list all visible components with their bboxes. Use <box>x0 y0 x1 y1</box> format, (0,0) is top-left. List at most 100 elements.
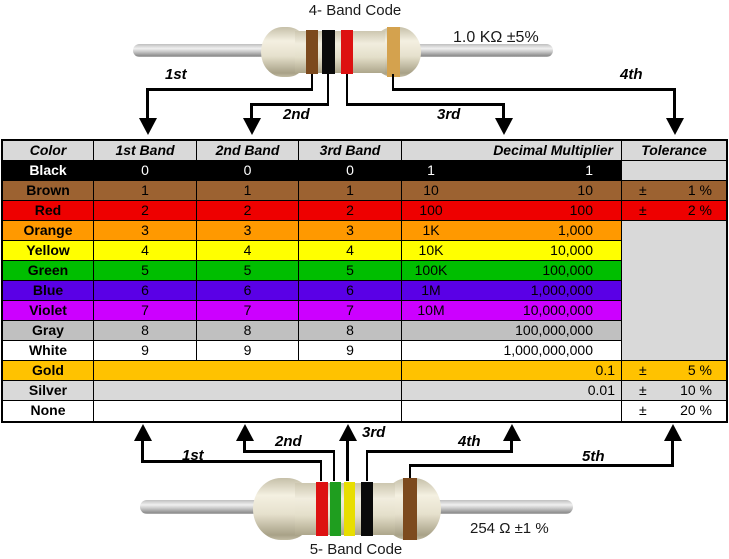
arrow-segment <box>409 464 674 467</box>
multiplier-shorthand: 10M <box>417 302 445 318</box>
arrow-label-1st: 1st <box>182 447 204 464</box>
multiplier-value: 10,000,000 <box>522 302 593 318</box>
arrow-segment <box>333 450 335 481</box>
tolerance-value: 10 % <box>680 382 712 398</box>
arrow-segment <box>502 103 505 121</box>
band1-digit: 3 <box>94 221 197 241</box>
multiplier-cell: 0.1 <box>402 361 622 381</box>
tolerance-cell: ± 20 % <box>622 401 726 421</box>
color-name: Black <box>3 161 94 181</box>
arrow-segment <box>146 88 313 91</box>
table-row-black: Black 0 0 0 1 1 <box>3 161 726 181</box>
tolerance-cell: ± 2 % <box>622 201 726 221</box>
color-name: Brown <box>3 181 94 201</box>
arrow-segment <box>392 88 676 91</box>
multiplier-shorthand: 1K <box>422 222 440 238</box>
multiplier-cell: 10K 10,000 <box>402 241 622 261</box>
multiplier-value: 100 <box>569 202 593 218</box>
multiplier-cell: 100 100 <box>402 201 622 221</box>
band2-digit: 1 <box>197 181 299 201</box>
band1-digit: 9 <box>94 341 197 361</box>
color-name: Gold <box>3 361 94 381</box>
band2-digit: 0 <box>197 161 299 181</box>
arrow-segment <box>320 460 322 481</box>
band-green <box>330 482 341 536</box>
multiplier-shorthand <box>402 321 460 340</box>
multiplier-value: 1 <box>585 162 593 178</box>
color-name: Red <box>3 201 94 221</box>
tolerance-cell: ± 1 % <box>622 181 726 201</box>
arrow-segment <box>141 439 144 463</box>
band-brown <box>306 30 318 74</box>
band-black <box>361 482 373 536</box>
table-row-silver: Silver 0.01 ± 10 % <box>3 381 726 401</box>
table-row-blue: Blue 6 6 6 1M 1,000,000 <box>3 281 726 301</box>
band-red <box>341 30 353 74</box>
multiplier-shorthand: 1 <box>427 162 435 178</box>
band1-digit: 0 <box>94 161 197 181</box>
color-name: Orange <box>3 221 94 241</box>
band2-digit: 9 <box>197 341 299 361</box>
table-row-yellow: Yellow 4 4 4 10K 10,000 <box>3 241 726 261</box>
tolerance-cell-merged <box>622 261 726 281</box>
band3-digit: 2 <box>299 201 402 221</box>
arrow-segment <box>141 460 322 463</box>
band3-digit: 7 <box>299 301 402 321</box>
band1-digit: 5 <box>94 261 197 281</box>
tolerance-value: 2 % <box>687 202 712 218</box>
header-1st-band: 1st Band <box>94 141 197 161</box>
tolerance-cell: ± 10 % <box>622 381 726 401</box>
tolerance-cell-merged <box>622 241 726 261</box>
tolerance-value: 20 % <box>680 402 712 418</box>
table-row-green: Green 5 5 5 100K 100,000 <box>3 261 726 281</box>
arrow-segment <box>671 439 674 467</box>
tolerance-cell-merged <box>622 281 726 301</box>
arrow-segment <box>146 88 149 121</box>
multiplier-value: 1,000,000 <box>530 282 593 298</box>
table-row-white: White 9 9 9 1,000,000,000 <box>3 341 726 361</box>
multiplier-cell <box>402 401 622 421</box>
arrow-segment <box>673 88 676 121</box>
four-band-value-label: 1.0 KΩ ±5% <box>453 29 539 46</box>
band3-digit: 0 <box>299 161 402 181</box>
down-arrowhead-icon <box>495 118 513 135</box>
table-header-row: Color 1st Band 2nd Band 3rd Band Decimal… <box>3 141 726 161</box>
band1-digit: 7 <box>94 301 197 321</box>
multiplier-value: 1,000 <box>557 222 593 238</box>
band1-digit: 4 <box>94 241 197 261</box>
multiplier-shorthand: 1M <box>421 282 441 298</box>
band3-digit: 3 <box>299 221 402 241</box>
band-digits-empty-span <box>94 381 402 401</box>
multiplier-cell: 10 10 <box>402 181 622 201</box>
band1-digit: 6 <box>94 281 197 301</box>
plus-minus-sign: ± <box>639 402 647 418</box>
band1-digit: 8 <box>94 321 197 341</box>
multiplier-value: 100,000 <box>542 262 593 278</box>
arrow-segment <box>243 450 335 453</box>
arrow-label-4th: 4th <box>458 433 481 450</box>
color-name: Blue <box>3 281 94 301</box>
up-arrowhead-icon <box>236 424 254 441</box>
arrow-label-4th: 4th <box>620 66 643 83</box>
arrow-segment <box>409 464 411 481</box>
color-name: Silver <box>3 381 94 401</box>
arrow-segment <box>392 74 394 91</box>
table-row-none: None ± 20 % <box>3 401 726 421</box>
arrow-label-5th: 5th <box>582 448 605 465</box>
arrow-segment <box>327 74 329 106</box>
multiplier-cell: 1M 1,000,000 <box>402 281 622 301</box>
multiplier-shorthand: 10 <box>423 182 439 198</box>
band-black <box>322 30 335 74</box>
down-arrowhead-icon <box>666 118 684 135</box>
band-digits-empty-span <box>94 361 402 381</box>
band2-digit: 7 <box>197 301 299 321</box>
plus-minus-sign: ± <box>639 202 647 218</box>
arrow-segment <box>346 74 348 106</box>
tolerance-value: 5 % <box>687 362 712 378</box>
table-row-gold: Gold 0.1 ± 5 % <box>3 361 726 381</box>
plus-minus-sign: ± <box>639 362 647 378</box>
tolerance-cell-merged <box>622 321 726 341</box>
band2-digit: 5 <box>197 261 299 281</box>
multiplier-value: 100,000,000 <box>515 322 593 338</box>
multiplier-value: 0.01 <box>587 382 615 398</box>
